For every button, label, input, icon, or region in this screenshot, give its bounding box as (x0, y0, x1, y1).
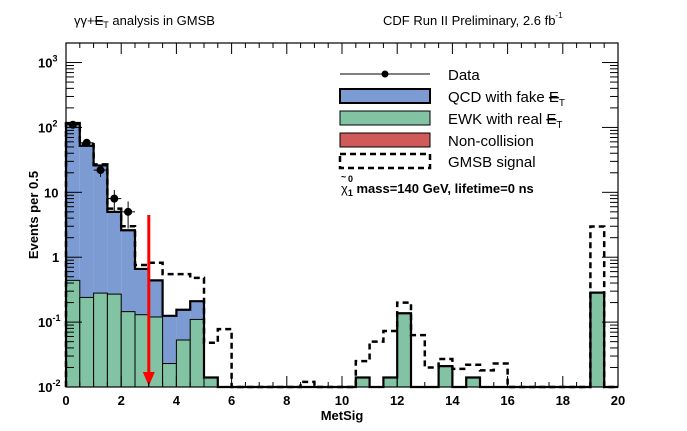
legend-item: GMSB signal (338, 152, 536, 171)
ewk-bar (93, 292, 108, 388)
ewk-bar (175, 339, 191, 388)
x-tick-label: 6 (228, 393, 235, 408)
x-tick-label: 10 (335, 393, 349, 408)
x-tick-label: 16 (500, 393, 514, 408)
ewk-bar (465, 377, 481, 388)
ewk-bar (79, 296, 95, 388)
legend-label: QCD with fake ET (448, 89, 565, 109)
legend-item: Non-collision (339, 132, 534, 150)
legend-item: Data (340, 67, 480, 84)
ewk-bar (106, 293, 122, 388)
legend-label: GMSB signal (448, 154, 536, 171)
x-axis-label: MetSig (321, 408, 364, 423)
legend-swatch (339, 88, 431, 104)
ewk-bar (382, 377, 398, 388)
x-tick-label: 12 (390, 393, 404, 408)
legend-label: Data (448, 67, 480, 84)
ewk-bar (65, 279, 81, 388)
ewk-bar (162, 363, 177, 388)
ewk-bar (355, 377, 371, 388)
x-tick-label: 20 (611, 393, 625, 408)
x-tick-label: 14 (445, 393, 460, 408)
legend-label: EWK with real ET (448, 111, 562, 131)
legend-swatch (339, 110, 431, 126)
legend-label: Non-collision (448, 133, 534, 150)
data-point (79, 138, 94, 147)
legend-swatch (338, 152, 432, 170)
legend-item: QCD with fake ET (339, 88, 565, 109)
svg-text:~: ~ (341, 172, 346, 182)
ewk-bar (120, 311, 136, 388)
ewk-bar (396, 312, 412, 388)
x-tick-label: 2 (118, 393, 125, 408)
met-symbol: E (95, 13, 104, 28)
y-tick-label: 103 (38, 54, 57, 71)
svg-text:0: 0 (348, 174, 353, 184)
y-tick-label: 10-2 (38, 378, 60, 395)
y-axis-label: Events per 0.5 (26, 171, 41, 259)
histogram-bars (64, 120, 618, 389)
data-point (66, 120, 80, 129)
x-tick-label: 4 (173, 393, 181, 408)
ewk-bar (589, 292, 605, 388)
y-tick-label: 10-1 (38, 313, 60, 330)
legend-swatch (339, 132, 431, 148)
x-tick-label: 0 (62, 393, 69, 408)
ewk-bar (203, 377, 219, 388)
y-tick-label: 102 (38, 118, 57, 135)
ewk-bar (438, 365, 453, 388)
title-right: CDF Run II Preliminary, 2.6 fb-1 (383, 11, 563, 28)
legend-item: EWK with real ET (339, 110, 562, 131)
x-tick-label: 8 (283, 393, 290, 408)
data-point (107, 190, 122, 211)
data-point (93, 164, 108, 177)
y-tick-label: 10 (44, 185, 58, 200)
y-tick-label: 1 (52, 250, 59, 265)
signal-annotation: ~0χ1 mass=140 GeV, lifetime=0 ns (341, 172, 534, 198)
data-point (121, 201, 135, 229)
ewk-bar (189, 318, 205, 388)
title-left: γγ+ET analysis in GMSB (74, 13, 215, 30)
cut-arrow (142, 215, 155, 386)
x-tick-label: 18 (556, 393, 570, 408)
axes: 0 2 4 6 8 10 12 14 16 18 20 10-2 10-1 1 10 102 103 (38, 42, 625, 408)
svg-text:χ1 mass=140 GeV, lifetime=0 ns: χ1 mass=140 GeV, lifetime=0 ns (341, 181, 534, 198)
